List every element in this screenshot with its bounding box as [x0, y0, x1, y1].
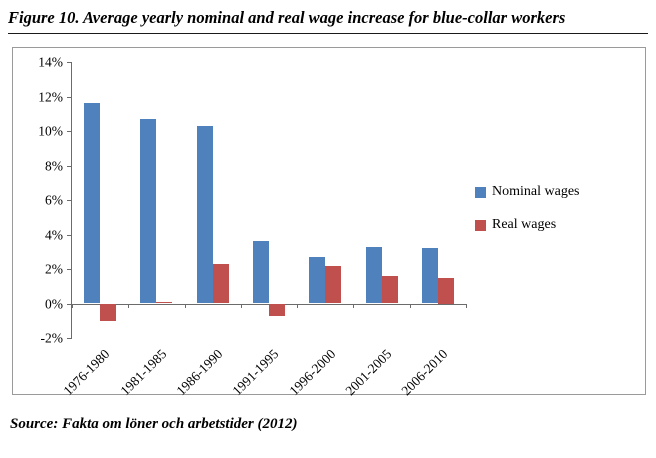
y-axis-label: 12% [38, 88, 63, 104]
bar-nominal-wages-1976-1980 [84, 103, 101, 304]
y-axis-tick [67, 234, 72, 236]
bar-real-wages-1996-2000 [325, 265, 342, 304]
category-axis-tick [409, 303, 411, 308]
bar-real-wages-1981-1985 [156, 301, 173, 304]
category-axis-tick [240, 303, 242, 308]
y-axis-label: 4% [45, 226, 63, 242]
legend-item: Nominal wages [475, 184, 579, 200]
legend-label: Nominal wages [492, 184, 580, 199]
x-axis-label: 1986-1990 [173, 346, 226, 399]
x-axis-label: 2001-2005 [342, 346, 395, 399]
category-axis-tick [184, 303, 186, 308]
y-axis-tick [67, 131, 72, 132]
bar-nominal-wages-1996-2000 [309, 256, 326, 304]
y-axis-tick [67, 200, 72, 201]
category-axis-tick [297, 303, 299, 308]
y-axis-tick [67, 96, 72, 98]
category-axis-tick [353, 303, 355, 308]
source-note: Source: Fakta om löner och arbetstider (… [10, 416, 298, 432]
y-axis-label: -2% [40, 330, 64, 346]
plot-area: 14% 12% 10% 8% 6% 4% 2% 0% -2% 1976-1980 1981-1985… [38, 55, 467, 398]
legend-label: Real wages [492, 217, 557, 232]
y-axis-tick [67, 269, 72, 270]
legend: Nominal wages Real wages [475, 184, 579, 250]
bar-nominal-wages-1991-1995 [253, 241, 269, 304]
legend-swatch-icon [475, 219, 486, 231]
y-axis-tick [67, 165, 72, 167]
legend-item: Real wages [475, 217, 579, 233]
legend-swatch-icon [475, 186, 486, 198]
bar-real-wages-1976-1980 [100, 303, 117, 321]
category-axis-tick [128, 303, 130, 308]
y-axis-label: 14% [38, 54, 63, 70]
bar-real-wages-1986-1990 [212, 263, 229, 304]
x-axis-label: 1996-2000 [286, 346, 339, 399]
bar-nominal-wages-2006-2010 [421, 248, 438, 304]
chart-frame: 14% 12% 10% 8% 6% 4% 2% 0% -2% 1976-1980 1981-1985… [12, 47, 646, 398]
y-axis-tick [67, 338, 72, 339]
y-axis-label: 0% [45, 295, 63, 311]
figure-title: Figure 10. Average yearly nominal and re… [8, 8, 648, 34]
y-axis-tick [67, 303, 72, 305]
bar-nominal-wages-1986-1990 [196, 125, 213, 304]
bar-real-wages-2006-2010 [437, 277, 454, 304]
y-axis-label: 2% [45, 261, 63, 277]
bar-real-wages-1991-1995 [269, 303, 285, 316]
category-axis-tick [466, 303, 467, 308]
x-axis-label: 1976-1980 [60, 346, 113, 399]
bar-nominal-wages-1981-1985 [140, 118, 157, 304]
category-axis-tick [72, 303, 73, 308]
x-axis-label: 2006-2010 [398, 346, 451, 399]
y-axis-label: 10% [38, 123, 63, 139]
bar-real-wages-2001-2005 [381, 275, 398, 304]
y-axis-label: 8% [45, 157, 63, 173]
y-axis-tick [67, 62, 72, 63]
x-axis-label: 1981-1985 [117, 346, 170, 399]
y-axis-label: 6% [45, 192, 63, 208]
x-axis-label: 1991-1995 [229, 346, 282, 399]
bar-nominal-wages-2001-2005 [365, 246, 382, 304]
